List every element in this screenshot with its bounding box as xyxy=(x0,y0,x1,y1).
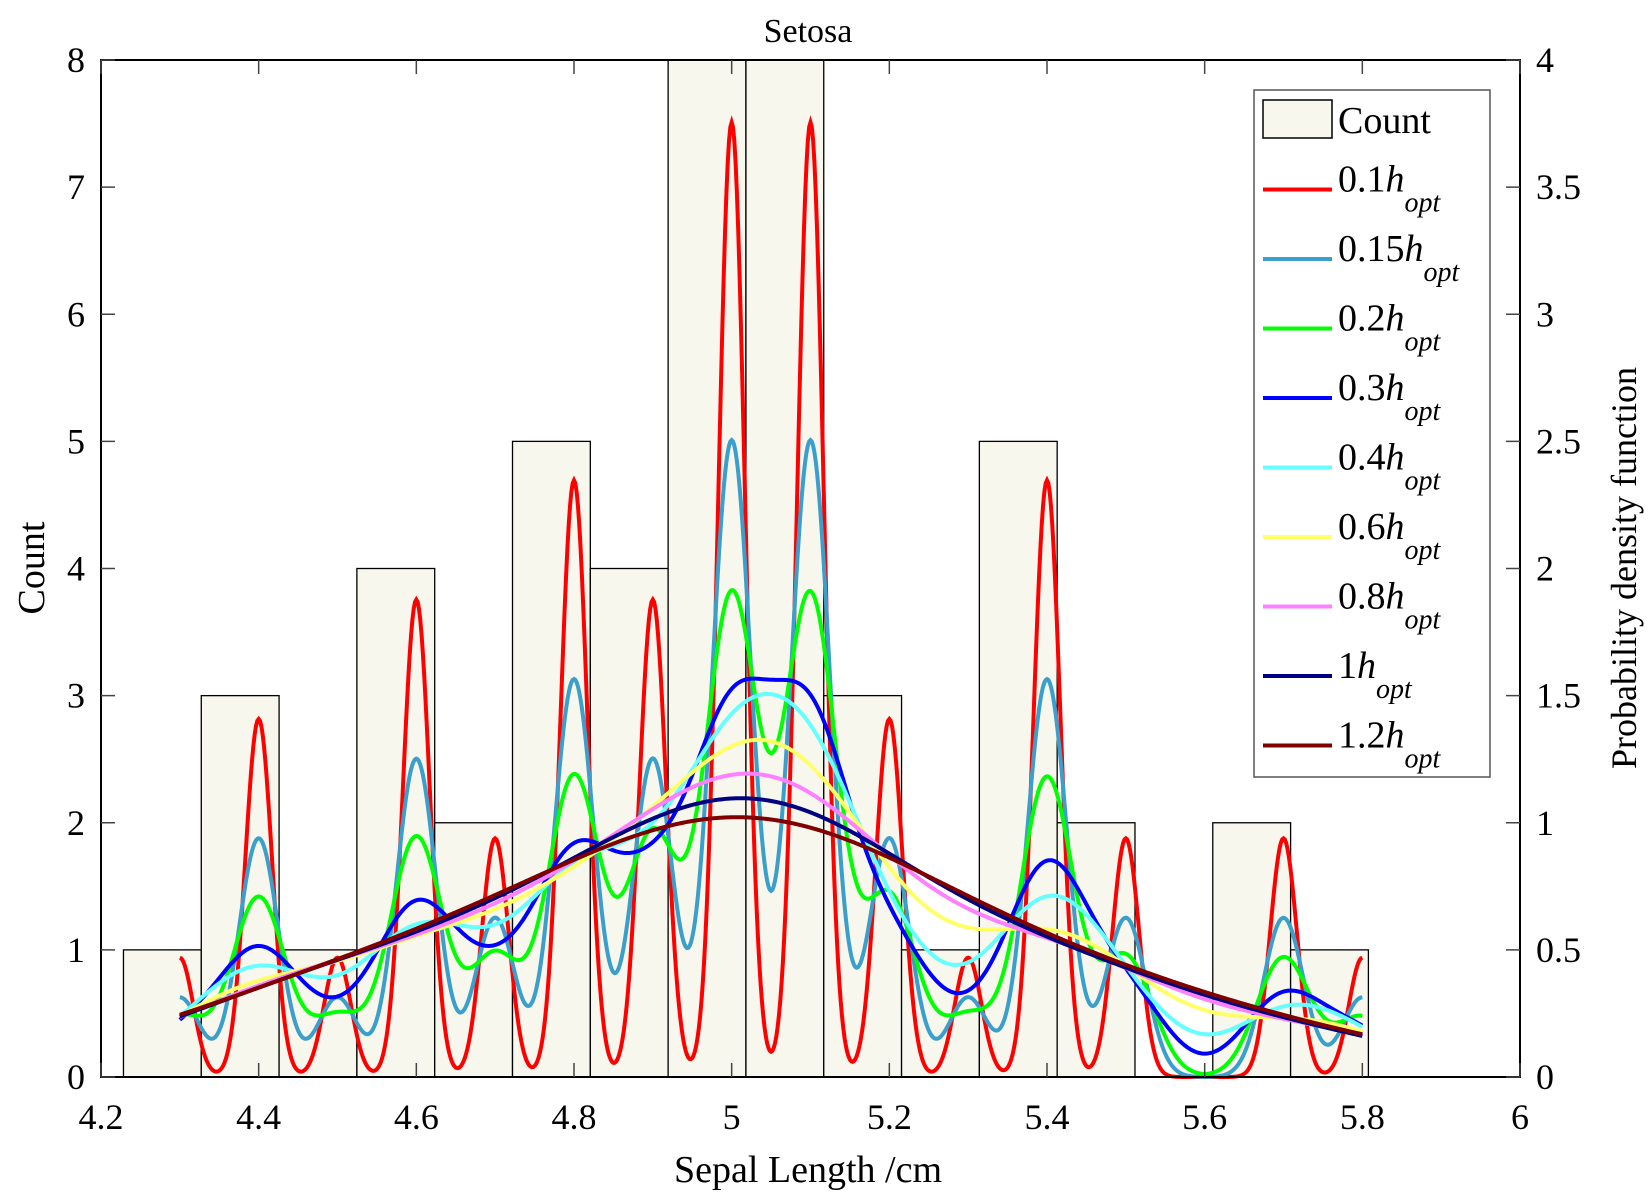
legend-coef: 0.8 xyxy=(1338,576,1386,618)
legend-symbol: h xyxy=(1386,715,1405,757)
legend-label: 0.6hopt xyxy=(1338,506,1442,566)
legend-label: 0.15hopt xyxy=(1338,228,1461,288)
y-axis-label: Count xyxy=(11,521,53,614)
legend-label: 0.2hopt xyxy=(1338,298,1442,358)
legend-label: 0.4hopt xyxy=(1338,437,1442,497)
y-right-tick-label: 1 xyxy=(1536,803,1554,843)
legend-subscript: opt xyxy=(1405,327,1442,358)
legend-coef: 0.6 xyxy=(1338,506,1386,548)
legend-subscript: opt xyxy=(1376,674,1413,705)
legend-label-count: Count xyxy=(1338,100,1431,142)
y-right-tick-label: 2.5 xyxy=(1536,421,1581,461)
legend-symbol: h xyxy=(1386,159,1405,201)
legend-symbol: h xyxy=(1357,645,1376,687)
axes: 4.2 4.4 4.6 4.8 5 5.2 5.4 5.6 5.8 601234567800.51… xyxy=(67,40,1581,1137)
histogram-bar xyxy=(200,694,280,1078)
legend-coef: 0.3 xyxy=(1338,367,1386,409)
legend-subscript: opt xyxy=(1405,744,1442,775)
kde-curve-0.1 xyxy=(179,115,1364,1079)
x-tick-label: 5.2 xyxy=(867,1097,912,1137)
legend-coef: 0.15 xyxy=(1338,228,1405,270)
kde-curve-0.2 xyxy=(179,588,1363,1076)
x-tick-label: 4.6 xyxy=(394,1097,439,1137)
legend-label: 0.3hopt xyxy=(1338,367,1442,427)
legend-symbol: h xyxy=(1386,506,1405,548)
x-axis-label: Sepal Length /cm xyxy=(674,1149,942,1191)
x-tick-label: 4.8 xyxy=(552,1097,597,1137)
legend-subscript: opt xyxy=(1405,396,1442,427)
legend-label: 0.1hopt xyxy=(1338,159,1442,219)
legend-subscript: opt xyxy=(1405,605,1442,636)
legend-subscript: opt xyxy=(1405,188,1442,219)
y-tick-label: 0 xyxy=(67,1057,85,1097)
y-tick-label: 6 xyxy=(67,294,85,334)
y-right-tick-label: 1.5 xyxy=(1536,676,1581,716)
legend-subscript: opt xyxy=(1424,257,1461,288)
legend-label: 1hopt xyxy=(1338,645,1413,705)
legend-label: 1.2hopt xyxy=(1338,715,1442,775)
histogram-bar xyxy=(511,440,591,1078)
legend-subscript: opt xyxy=(1405,466,1442,497)
y-tick-label: 2 xyxy=(67,803,85,843)
x-tick-label: 6 xyxy=(1511,1097,1529,1137)
x-tick-label: 5.8 xyxy=(1340,1097,1385,1137)
legend-coef: 0.4 xyxy=(1338,437,1386,479)
legend-subscript: opt xyxy=(1405,535,1442,566)
x-tick-label: 4.4 xyxy=(236,1097,281,1137)
y-right-tick-label: 3.5 xyxy=(1536,167,1581,207)
legend-coef: 0.2 xyxy=(1338,298,1386,340)
legend-symbol: h xyxy=(1386,367,1405,409)
y-right-tick-label: 3 xyxy=(1536,294,1554,334)
y-tick-label: 4 xyxy=(67,549,85,589)
kde-curve-1.2 xyxy=(179,815,1363,1037)
legend-coef: 1.2 xyxy=(1338,715,1386,757)
legend-coef: 0.1 xyxy=(1338,159,1386,201)
histogram-bar xyxy=(978,440,1058,1078)
x-tick-label: 4.2 xyxy=(79,1097,124,1137)
legend-symbol: h xyxy=(1386,576,1405,618)
y-right-tick-label: 4 xyxy=(1536,40,1554,80)
legend-symbol: h xyxy=(1386,298,1405,340)
y-right-tick-label: 2 xyxy=(1536,549,1554,589)
x-tick-label: 5.6 xyxy=(1182,1097,1227,1137)
legend-label: 0.8hopt xyxy=(1338,576,1442,636)
x-tick-label: 5.4 xyxy=(1025,1097,1070,1137)
y-axis-right-label: Probability density function xyxy=(1604,367,1644,769)
legend: Count0.1hopt0.15hopt0.2hopt0.3hopt0.4hop… xyxy=(1253,89,1491,778)
legend-box xyxy=(1253,89,1491,778)
y-tick-label: 5 xyxy=(67,421,85,461)
y-right-tick-label: 0 xyxy=(1536,1057,1554,1097)
legend-symbol: h xyxy=(1386,437,1405,479)
legend-swatch-count xyxy=(1262,99,1333,139)
y-tick-label: 1 xyxy=(67,930,85,970)
y-right-tick-label: 0.5 xyxy=(1536,930,1581,970)
legend-coef: 1 xyxy=(1338,645,1357,687)
y-tick-label: 7 xyxy=(67,167,85,207)
chart-title: Setosa xyxy=(764,13,853,50)
y-tick-label: 3 xyxy=(67,676,85,716)
legend-symbol: h xyxy=(1405,228,1424,270)
y-tick-label: 8 xyxy=(67,40,85,80)
x-tick-label: 5 xyxy=(723,1097,741,1137)
kde-curve-0.15 xyxy=(179,437,1363,1079)
kde-curves xyxy=(178,115,1364,1079)
